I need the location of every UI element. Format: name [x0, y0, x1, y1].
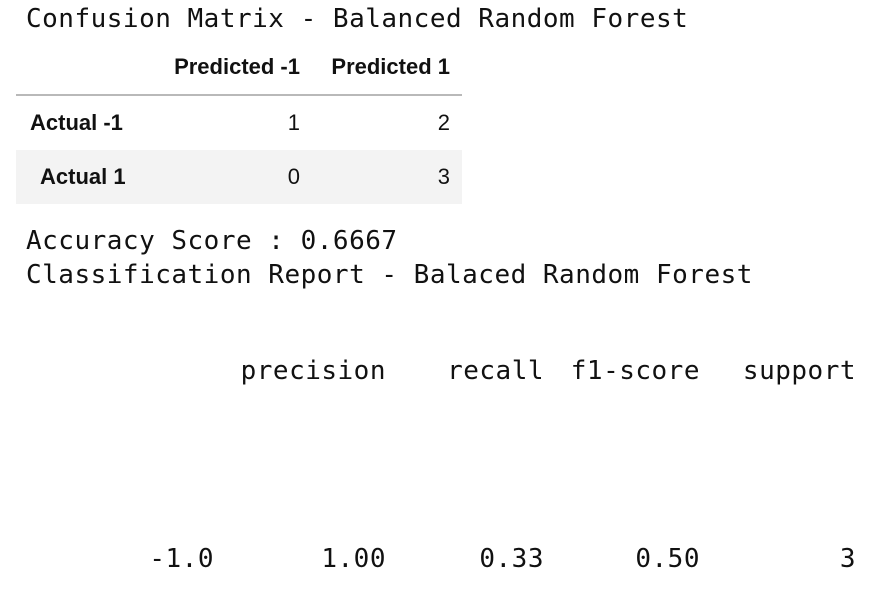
- report-header-support: support: [742, 356, 856, 386]
- table-cell: 3: [437, 164, 450, 189]
- report-cell: 1.00: [321, 544, 386, 574]
- confusion-matrix-table: Predicted -1 Predicted 1 Actual -1 1 2 A…: [16, 40, 462, 204]
- table-cell: 1: [287, 110, 300, 135]
- report-header-f1-score: f1-score: [570, 356, 700, 386]
- row-header-actual-1: Actual 1: [40, 164, 126, 189]
- table-cell: 0: [287, 164, 300, 189]
- report-header-cell: [26, 354, 214, 388]
- report-cell: 0.33: [479, 544, 544, 574]
- row-header-actual-neg1: Actual -1: [30, 110, 123, 135]
- report-cell: 3: [839, 544, 856, 574]
- report-row-label: -1.0: [149, 544, 214, 574]
- classification-report-title: Classification Report - Balaced Random F…: [26, 260, 753, 290]
- column-header-predicted-neg1: Predicted -1: [174, 54, 300, 79]
- report-header-row: precision recall f1-score support: [26, 354, 856, 388]
- classification-report: precision recall f1-score support -1.0 1…: [26, 294, 856, 592]
- table-header-row: Predicted -1 Predicted 1: [16, 40, 462, 96]
- report-row: -1.0 1.00 0.33 0.50 3: [26, 542, 856, 576]
- table-cell: 2: [437, 110, 450, 135]
- accuracy-score-line: Accuracy Score : 0.6667: [26, 226, 398, 256]
- report-header-recall: recall: [447, 356, 544, 386]
- report-spacer: [26, 448, 856, 482]
- table-row: Actual 1 0 3: [16, 150, 462, 204]
- confusion-matrix-title: Confusion Matrix - Balanced Random Fores…: [26, 4, 689, 34]
- column-header-predicted-1: Predicted 1: [331, 54, 450, 79]
- report-cell: 0.50: [635, 544, 700, 574]
- report-header-precision: precision: [240, 356, 386, 386]
- table-row: Actual -1 1 2: [16, 96, 462, 150]
